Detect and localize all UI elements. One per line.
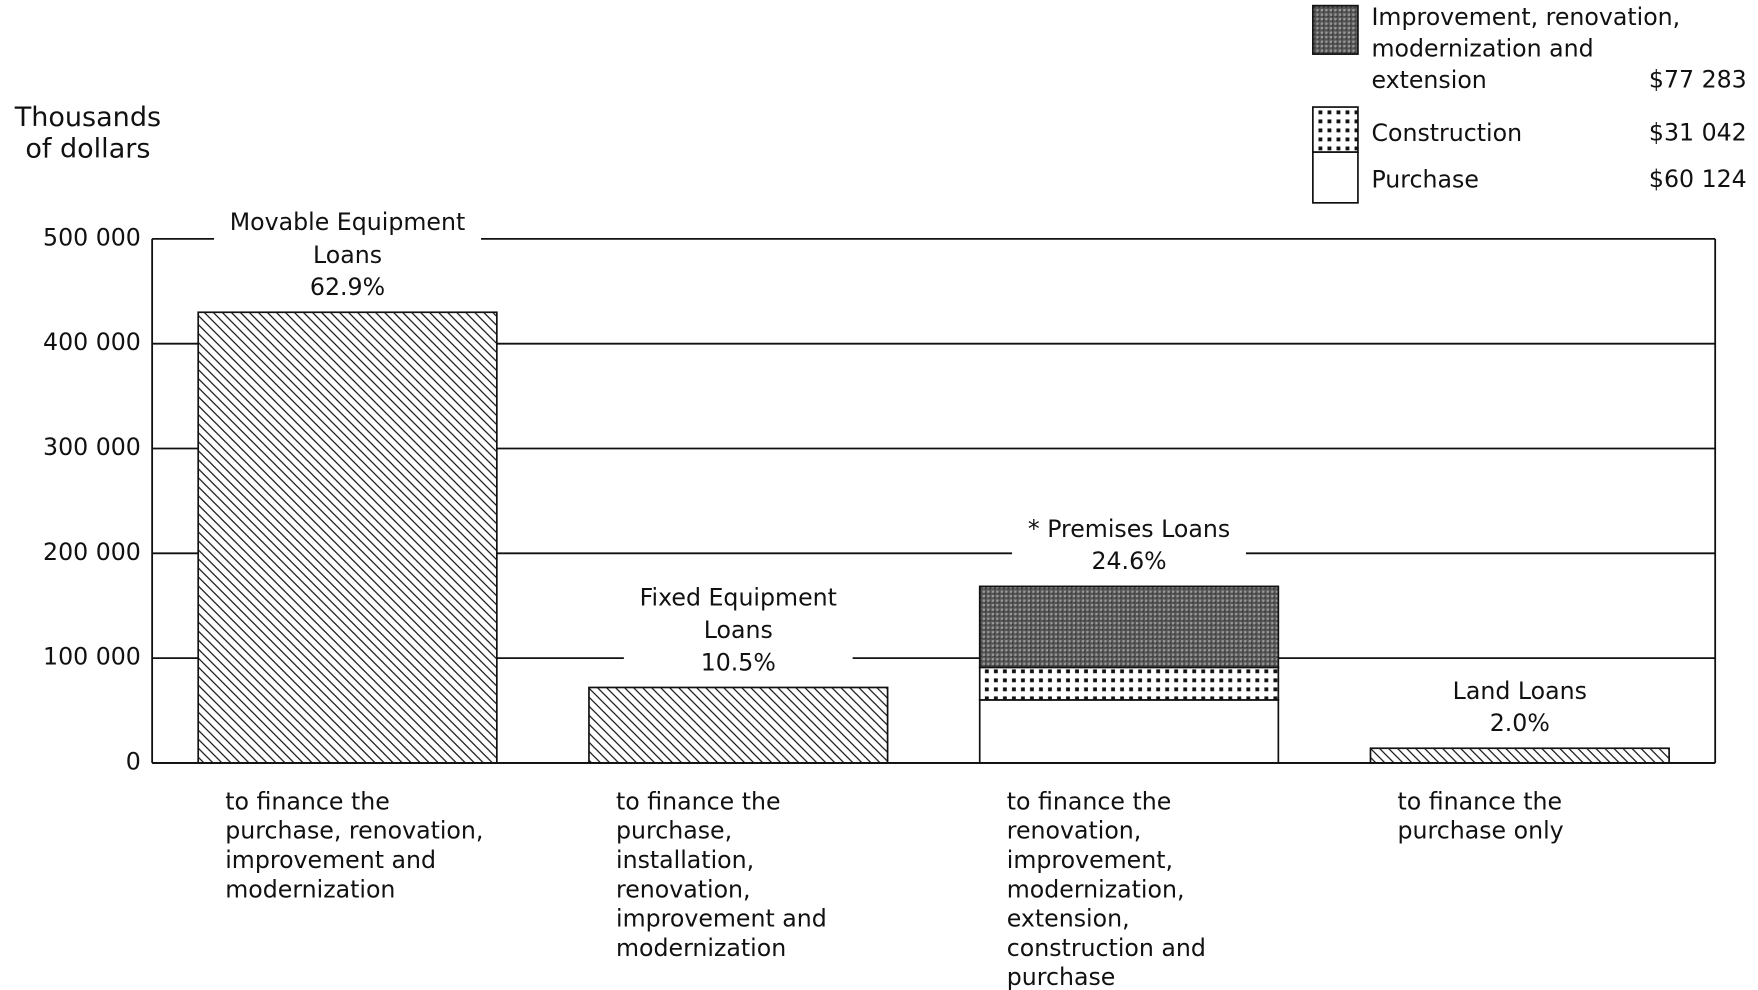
y-tick-label: 500 000 bbox=[43, 223, 141, 251]
y-axis-title: of dollars bbox=[25, 133, 150, 164]
bar bbox=[1369, 747, 1670, 764]
y-tick-label: 300 000 bbox=[43, 433, 141, 461]
y-tick-label: 0 bbox=[126, 747, 141, 775]
bar bbox=[197, 311, 498, 764]
y-axis-title: Thousands bbox=[14, 102, 161, 133]
label-bg bbox=[1436, 674, 1603, 740]
share-label: 62.9% bbox=[310, 273, 385, 301]
share-label: 24.6% bbox=[1091, 547, 1166, 575]
category-label: * Premises Loans bbox=[1028, 515, 1230, 543]
bar-label: 62.9% Movable Equipment Loans bbox=[214, 205, 482, 304]
y-tick-label: 100 000 bbox=[43, 643, 141, 671]
bar-label: 2.0% Land Loans bbox=[1436, 674, 1603, 740]
label-bg bbox=[623, 580, 853, 679]
bar-segment bbox=[978, 585, 1280, 669]
bar bbox=[588, 686, 889, 764]
category-description: to finance the purchase only bbox=[1398, 787, 1564, 844]
legend-label: Improvement, renovation, modernization an… bbox=[1371, 3, 1680, 94]
category-label: Fixed Equipment Loans bbox=[640, 583, 837, 644]
legend-value: $31 042 bbox=[1649, 119, 1747, 147]
y-tick-label: 200 000 bbox=[43, 538, 141, 566]
legend-swatch bbox=[1312, 106, 1359, 153]
y-tick-label: 400 000 bbox=[43, 328, 141, 356]
category-description: to finance the purchase, renovation, impro… bbox=[225, 787, 483, 903]
legend-value: $60 124 bbox=[1649, 165, 1747, 193]
bar-segment bbox=[978, 666, 1280, 701]
legend-label: Construction bbox=[1371, 119, 1522, 147]
legend-swatch bbox=[1312, 151, 1359, 204]
category-label: Movable Equipment Loans bbox=[230, 208, 465, 269]
bar-segment bbox=[978, 699, 1280, 764]
category-description: to finance the purchase, installation, reno… bbox=[616, 787, 827, 961]
legend-label: Purchase bbox=[1371, 165, 1478, 193]
share-label: 10.5% bbox=[701, 648, 776, 676]
category-label: Land Loans bbox=[1453, 676, 1587, 704]
bar-label: 24.6% * Premises Loans bbox=[1012, 512, 1246, 578]
share-label: 2.0% bbox=[1490, 709, 1550, 737]
label-bg bbox=[214, 205, 482, 304]
bar-label: 10.5% Fixed Equipment Loans bbox=[623, 580, 853, 679]
legend-value: $77 283 bbox=[1649, 66, 1747, 94]
label-bg bbox=[1012, 512, 1246, 578]
category-description: to finance the renovation, improvement, mod… bbox=[1007, 787, 1206, 990]
legend-swatch bbox=[1312, 4, 1359, 55]
